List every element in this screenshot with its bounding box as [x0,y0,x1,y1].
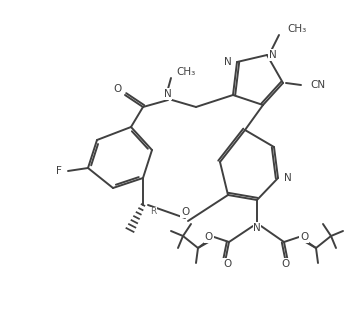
Text: CH₃: CH₃ [287,24,306,34]
Text: CN: CN [310,80,325,90]
Text: O: O [300,232,308,242]
Text: CH₃: CH₃ [176,67,195,77]
Text: O: O [181,207,189,217]
Text: O: O [223,259,231,269]
Text: N: N [284,173,292,183]
Text: N: N [224,57,232,67]
Text: R: R [150,207,156,216]
Text: N: N [164,89,172,99]
Text: O: O [205,232,213,242]
Text: O: O [114,84,122,94]
Text: N: N [253,223,261,233]
Text: N: N [269,50,277,60]
Text: F: F [56,166,62,176]
Text: O: O [282,259,290,269]
